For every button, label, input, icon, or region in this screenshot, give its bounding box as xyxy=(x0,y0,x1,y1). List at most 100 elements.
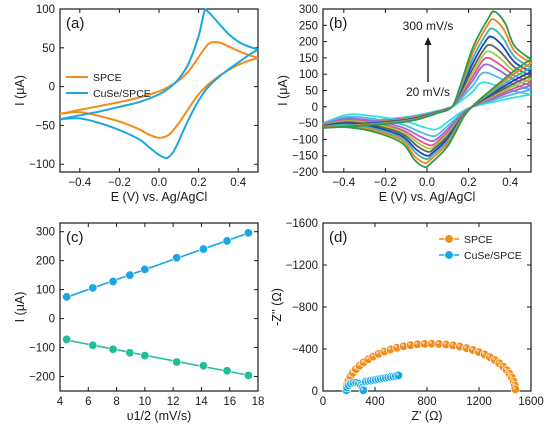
data-point-highlight xyxy=(436,341,440,345)
x-axis-label: E (V) vs. Ag/AgCl xyxy=(111,190,208,204)
x-tick-label: 0 xyxy=(320,396,326,408)
legend-label: SPCE xyxy=(93,72,122,84)
y-tick-label: 50 xyxy=(42,43,55,55)
y-tick-label: −800 xyxy=(292,302,318,314)
data-point-highlight xyxy=(360,387,364,391)
data-point-highlight xyxy=(481,351,485,355)
panel-label: (c) xyxy=(66,229,84,246)
data-point xyxy=(393,370,404,381)
data-point-highlight xyxy=(394,345,398,348)
x-tick-label: −0.2 xyxy=(374,177,397,189)
x-tick-label: 10 xyxy=(138,396,151,408)
data-point-highlight xyxy=(509,374,513,378)
data-point xyxy=(140,264,150,274)
y-tick-label: −1600 xyxy=(286,218,318,230)
y-tick-label: 0 xyxy=(49,314,55,326)
x-tick-label: 8 xyxy=(113,396,119,408)
data-point xyxy=(198,361,208,371)
y-tick-label: −1200 xyxy=(286,260,318,272)
data-point-highlight xyxy=(360,359,364,363)
data-point xyxy=(125,348,135,358)
data-point-highlight xyxy=(356,363,360,366)
y-tick-label: 0 xyxy=(49,82,55,94)
data-point-highlight xyxy=(400,343,404,347)
cv-reverse-280 xyxy=(322,62,532,164)
x-tick-label: −0.4 xyxy=(332,177,355,189)
data-point-highlight xyxy=(407,342,411,346)
y-tick-label: 200 xyxy=(299,37,318,49)
y-tick-label: −50 xyxy=(35,120,55,132)
x-tick-label: 0.4 xyxy=(230,177,247,189)
data-point xyxy=(243,370,253,380)
data-point xyxy=(88,340,98,350)
data-point-highlight xyxy=(443,341,447,345)
data-point xyxy=(222,366,232,376)
y-tick-label: 250 xyxy=(299,20,318,32)
data-point xyxy=(358,385,368,395)
data-point-highlight xyxy=(381,348,385,352)
y-tick-label: 100 xyxy=(36,285,55,297)
x-tick-label: 14 xyxy=(195,396,208,408)
legend-label: SPCE xyxy=(464,234,493,246)
y-tick-label: −150 xyxy=(292,151,318,163)
x-tick-label: 400 xyxy=(365,396,384,408)
y-tick-label: 150 xyxy=(299,53,318,65)
y-tick-label: −100 xyxy=(29,343,55,355)
y-tick-label: −100 xyxy=(29,159,55,171)
x-tick-label: 1600 xyxy=(518,396,544,408)
x-tick-label: 16 xyxy=(223,396,236,408)
data-point xyxy=(140,351,150,361)
plot-frame xyxy=(59,222,259,392)
data-point-highlight xyxy=(496,360,500,364)
y-tick-label: 200 xyxy=(36,256,55,268)
panel-label: (d) xyxy=(329,229,347,246)
x-tick-label: 12 xyxy=(167,396,180,408)
data-point-highlight xyxy=(512,386,516,390)
y-tick-label: 50 xyxy=(305,86,318,98)
cv-forward-SPCE xyxy=(59,41,259,115)
data-point-highlight xyxy=(492,357,496,361)
data-point-highlight xyxy=(470,347,473,351)
cv-forward-CuSe/SPCE xyxy=(59,8,259,121)
cv-reverse-150 xyxy=(322,74,532,153)
legend-marker xyxy=(444,234,454,244)
data-point-highlight xyxy=(370,353,374,357)
x-tick-label: −0.4 xyxy=(68,177,91,189)
annotation-low-rate: 20 mV/s xyxy=(406,85,450,99)
data-point-highlight xyxy=(500,363,504,367)
cv-reverse-CuSe/SPCE xyxy=(59,48,259,160)
data-point-highlight xyxy=(506,371,510,374)
data-point-highlight xyxy=(414,341,418,345)
x-axis-label: E (V) vs. Ag/AgCl xyxy=(379,190,476,204)
data-point xyxy=(198,244,208,254)
data-point-highlight xyxy=(463,345,467,349)
y-tick-label: −200 xyxy=(29,372,55,384)
panel-label: (b) xyxy=(329,15,347,32)
x-tick-label: 800 xyxy=(417,396,436,408)
y-tick-label: 0 xyxy=(312,102,318,114)
data-point xyxy=(62,292,72,302)
x-tick-label: 0.0 xyxy=(419,177,435,189)
x-tick-label: 0.2 xyxy=(191,177,207,189)
data-point xyxy=(222,236,232,246)
y-tick-label: −200 xyxy=(292,167,318,179)
cv-reverse-200 xyxy=(322,70,532,157)
x-axis-label: Z' (Ω) xyxy=(411,409,442,423)
y-tick-label: 0 xyxy=(312,386,318,398)
y-tick-label: 300 xyxy=(36,227,55,239)
y-axis-label: I (μA) xyxy=(13,75,27,106)
x-tick-label: 4 xyxy=(57,396,64,408)
data-point-highlight xyxy=(421,341,425,345)
data-point xyxy=(88,283,98,293)
panel-label: (a) xyxy=(66,15,84,32)
data-point-highlight xyxy=(395,372,399,376)
data-point-highlight xyxy=(487,354,491,358)
data-point xyxy=(243,228,253,238)
data-point-highlight xyxy=(375,351,379,355)
y-tick-label: −50 xyxy=(298,118,318,130)
data-point-highlight xyxy=(387,346,391,350)
x-tick-label: 18 xyxy=(252,396,265,408)
data-point xyxy=(108,344,118,354)
data-point-highlight xyxy=(504,367,507,371)
